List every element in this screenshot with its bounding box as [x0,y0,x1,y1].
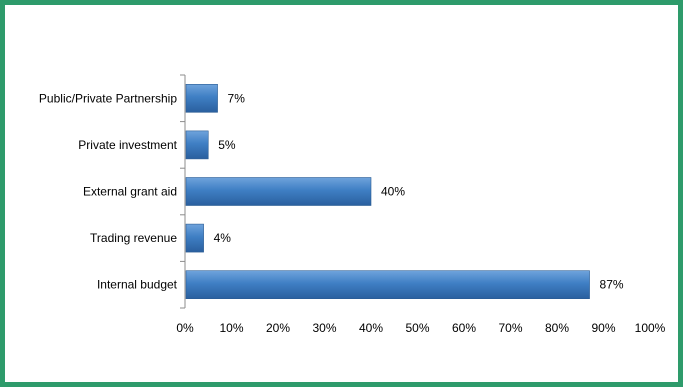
category-label: Public/Private Partnership [39,91,177,105]
data-label: 5% [218,138,236,152]
bar-internal-budget [185,270,590,300]
category-label: Trading revenue [90,231,177,245]
x-tick-label: 20% [266,321,290,335]
x-tick-label: 50% [405,321,429,335]
x-tick-label: 60% [452,321,476,335]
x-tick-label: 100% [635,321,666,335]
x-tick-label: 0% [176,321,194,335]
x-tick-label: 30% [312,321,336,335]
x-tick-label: 80% [545,321,569,335]
bar-chart: Public/Private Partnership 7% Private inve… [39,74,666,335]
x-tick-label: 90% [591,321,615,335]
data-label: 87% [600,278,624,292]
category-label: Internal budget [97,278,178,292]
x-tick-label: 70% [498,321,522,335]
data-label: 7% [228,91,246,105]
data-label: 40% [381,185,405,199]
category-label: Private investment [78,138,177,152]
plot-area: Public/Private Partnership 7% Private inve… [39,74,666,335]
bar-trading-revenue [185,223,204,253]
bar-private-investment [185,130,209,160]
bar-public-private-partnership [185,84,218,113]
bar-external-grant-aid [185,177,372,206]
x-tick-label: 40% [359,321,383,335]
data-label: 4% [214,231,232,245]
x-tick-label: 10% [219,321,243,335]
category-label: External grant aid [83,185,177,199]
